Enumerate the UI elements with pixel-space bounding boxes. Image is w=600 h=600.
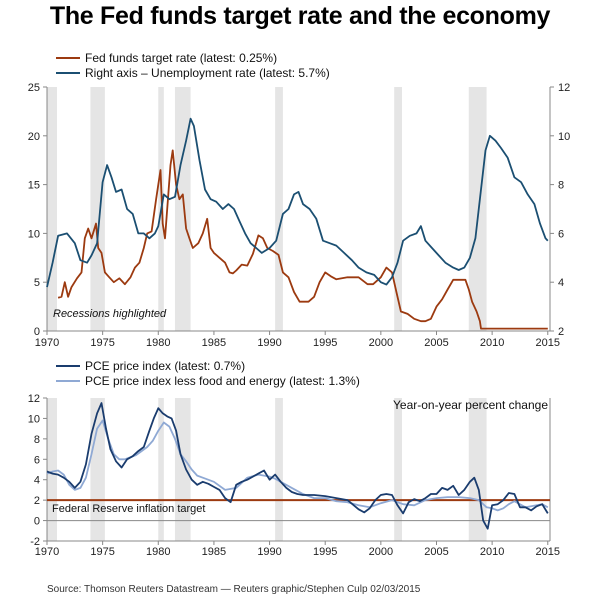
x-tick-label: 2000 [369, 337, 393, 349]
recession-band [468, 87, 487, 331]
y-left-tick-label: 10 [28, 228, 40, 240]
x-tick-label: 2005 [424, 546, 448, 558]
recession-band [174, 87, 191, 331]
x-tick-label: 2005 [424, 337, 448, 349]
y-left-tick-label: 5 [34, 277, 40, 289]
x-tick-label: 1975 [90, 546, 114, 558]
recession-band [174, 398, 191, 541]
fed-funds-rate-line [57, 149, 548, 330]
source-note: Source: Thomson Reuters Datastream — Reu… [47, 584, 421, 595]
x-tick-label: 1980 [146, 546, 170, 558]
bottom-chart: -2 0 2 4 6 8 10 12 1970 1975 1980 1985 1990 1995 2000 2… [28, 359, 560, 558]
recession-band [394, 87, 402, 331]
y-tick-label: 8 [34, 434, 40, 446]
recession-band [275, 87, 283, 331]
y-tick-label: 4 [34, 475, 40, 487]
y-left-tick-label: 25 [28, 82, 40, 94]
recession-band [90, 87, 105, 331]
x-tick-label: 1980 [146, 337, 170, 349]
top-chart: 0 5 10 15 20 25 2 4 6 8 10 12 1970 1975 1980 1985 1990 19… [28, 51, 571, 349]
legend-label: Fed funds target rate (latest: 0.25%) [85, 51, 277, 65]
y-left-tick-label: 20 [28, 131, 40, 143]
x-tick-label: 2000 [369, 546, 393, 558]
y-tick-label: -2 [30, 536, 40, 548]
legend-label: PCE price index (latest: 0.7%) [85, 359, 245, 373]
x-tick-label: 1975 [90, 337, 114, 349]
y-right-tick-label: 4 [558, 277, 564, 289]
recessions-annotation: Recessions highlighted [53, 308, 167, 320]
y-tick-label: 12 [28, 393, 40, 405]
unemployment-rate-line [46, 117, 549, 288]
y-right-tick-label: 2 [558, 326, 564, 338]
x-tick-label: 1995 [313, 546, 337, 558]
legend-label: Right axis – Unemployment rate (latest: … [85, 66, 330, 80]
x-tick-label: 2015 [536, 337, 560, 349]
recession-band [47, 398, 58, 541]
y-tick-label: 2 [34, 495, 40, 507]
chart-title: The Fed funds target rate and the econom… [49, 2, 551, 30]
chart-subtitle: Year-on-year percent change [393, 398, 548, 412]
y-right-tick-label: 8 [558, 180, 564, 192]
x-tick-label: 1990 [257, 337, 281, 349]
y-tick-label: 10 [28, 413, 40, 425]
pce-line [46, 402, 549, 530]
y-right-tick-label: 12 [558, 82, 570, 94]
y-left-tick-label: 0 [34, 326, 40, 338]
x-tick-label: 1995 [313, 337, 337, 349]
x-tick-label: 2010 [480, 337, 504, 349]
y-tick-label: 0 [34, 516, 40, 528]
inflation-target-label: Federal Reserve inflation target [52, 503, 205, 515]
recession-band [90, 398, 105, 541]
x-tick-label: 1985 [202, 337, 226, 349]
y-tick-label: 6 [34, 454, 40, 466]
x-tick-label: 2010 [480, 546, 504, 558]
y-right-tick-label: 10 [558, 131, 570, 143]
x-tick-label: 2015 [536, 546, 560, 558]
x-tick-label: 1970 [35, 337, 59, 349]
recession-band [275, 398, 283, 541]
x-tick-label: 1970 [35, 546, 59, 558]
y-left-tick-label: 15 [28, 180, 40, 192]
x-tick-label: 1990 [257, 546, 281, 558]
y-right-tick-label: 6 [558, 228, 564, 240]
legend-label: PCE price index less food and energy (la… [85, 374, 360, 388]
recession-band [468, 398, 487, 541]
recession-band [158, 398, 164, 541]
recession-band [47, 87, 58, 331]
x-tick-label: 1985 [202, 546, 226, 558]
recession-band [394, 398, 402, 541]
